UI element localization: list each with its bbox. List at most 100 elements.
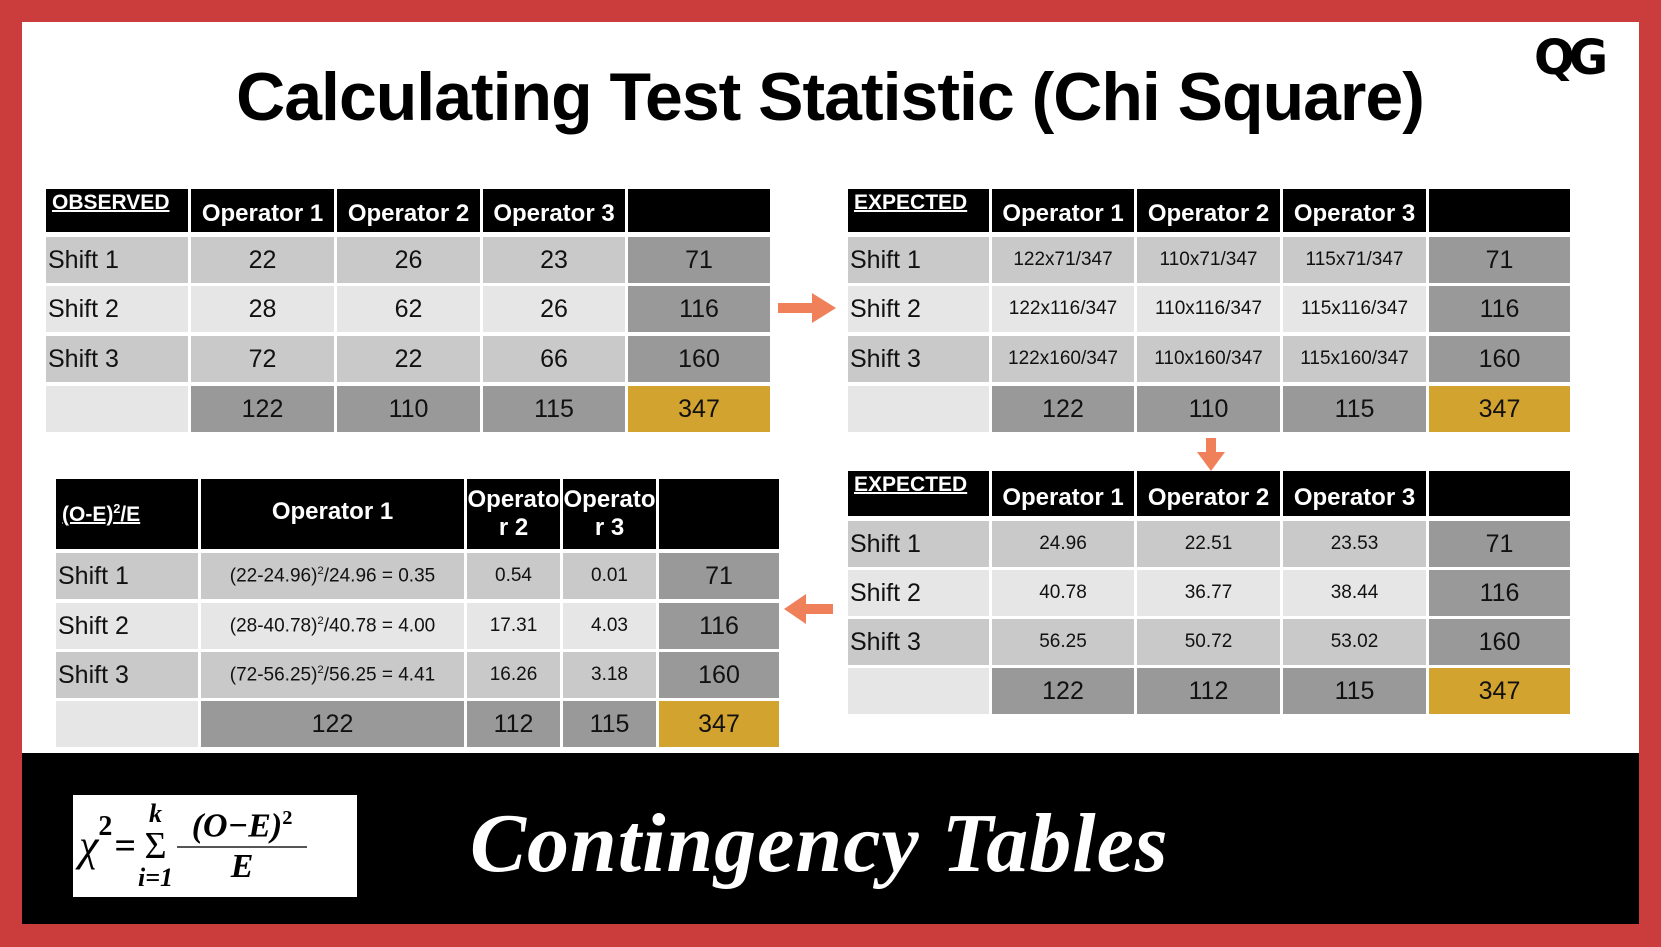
row-total: 71: [1429, 521, 1570, 567]
row-total: 160: [659, 652, 779, 698]
empty-cell: [56, 701, 198, 747]
data-cell: 24.96: [992, 521, 1134, 567]
arrow-left-icon: [784, 594, 833, 624]
data-cell: 28: [191, 286, 334, 332]
data-cell: 4.03: [563, 603, 656, 649]
corner-label: EXPECTED: [848, 189, 989, 232]
data-cell: 122x116/347: [992, 286, 1134, 332]
text-post: /24.96 = 0.35: [323, 565, 436, 587]
data-cell: 66: [483, 336, 625, 382]
row-label: Shift 3: [46, 336, 188, 382]
qg-logo: QG: [1534, 30, 1608, 86]
column-total: 122: [201, 701, 464, 747]
data-cell: 122x71/347: [992, 237, 1134, 283]
row-label: Shift 2: [46, 286, 188, 332]
data-cell: 115x116/347: [1283, 286, 1426, 332]
column-total: 115: [483, 386, 625, 432]
data-cell: 3.18: [563, 652, 656, 698]
column-total: 122: [992, 386, 1134, 432]
column-header: Operator 3: [563, 479, 656, 549]
row-total: 71: [628, 237, 770, 283]
arrow-right-icon: [778, 293, 836, 323]
text-pre: (72-56.25): [229, 664, 318, 686]
row-label: Shift 3: [848, 619, 989, 665]
data-cell: 0.54: [467, 553, 560, 599]
text-pre: (22-24.96): [229, 565, 318, 587]
superscript-text: (72-56.25)2/56.25 = 4.41: [230, 664, 435, 686]
data-cell: 17.31: [467, 603, 560, 649]
text-sup: 2: [317, 564, 324, 577]
column-header: Operator 2: [1137, 189, 1280, 232]
row-total: 116: [1429, 286, 1570, 332]
text-pre: (28-40.78): [229, 615, 318, 637]
denominator: E: [230, 847, 254, 885]
row-total: 116: [1429, 570, 1570, 616]
corner-label: OBSERVED: [46, 189, 188, 232]
grand-total: 347: [628, 386, 770, 432]
text-sup: 2: [317, 614, 324, 627]
text-pre: (O-E): [62, 503, 114, 527]
data-cell: 115x160/347: [1283, 336, 1426, 382]
data-cell: 50.72: [1137, 619, 1280, 665]
column-header: [1429, 189, 1570, 232]
column-total: 122: [992, 668, 1134, 714]
formula-cell: (72-56.25)2/56.25 = 4.41: [201, 652, 464, 698]
row-total: 71: [659, 553, 779, 599]
row-total: 71: [1429, 237, 1570, 283]
data-cell: 115x71/347: [1283, 237, 1426, 283]
column-header: Operator 3: [1283, 471, 1426, 516]
sigma-symbol: Σ: [144, 825, 167, 867]
data-cell: 22.51: [1137, 521, 1280, 567]
text-post: /E: [120, 503, 141, 527]
formula-cell: (28-40.78)2/40.78 = 4.00: [201, 603, 464, 649]
row-label: Shift 1: [848, 237, 989, 283]
corner-label: (O-E)2/E: [56, 479, 198, 549]
row-label: Shift 2: [848, 570, 989, 616]
data-cell: 122x160/347: [992, 336, 1134, 382]
arrow-down-icon: [1197, 438, 1225, 471]
row-total: 116: [628, 286, 770, 332]
chi-exponent: 2: [98, 811, 113, 842]
chi-square-formula: χ 2 = k Σ i=1 (O−E)2 E: [73, 795, 357, 897]
row-label: Shift 2: [848, 286, 989, 332]
fraction-bar: [177, 845, 308, 848]
subtitle: Contingency Tables: [470, 797, 1169, 890]
data-cell: 26: [483, 286, 625, 332]
fraction: (O−E)2 E: [177, 808, 308, 885]
data-cell: 16.26: [467, 652, 560, 698]
column-header: Operator 1: [992, 189, 1134, 232]
corner-label: EXPECTED: [848, 471, 989, 516]
row-total: 160: [1429, 336, 1570, 382]
data-cell: 22: [191, 237, 334, 283]
grand-total: 347: [1429, 668, 1570, 714]
row-total: 160: [628, 336, 770, 382]
formula-cell: (22-24.96)2/24.96 = 0.35: [201, 553, 464, 599]
column-header: [628, 189, 770, 232]
superscript-text: (28-40.78)2/40.78 = 4.00: [230, 615, 435, 637]
column-total: 112: [1137, 668, 1280, 714]
column-total: 122: [191, 386, 334, 432]
data-cell: 56.25: [992, 619, 1134, 665]
column-total: 110: [1137, 386, 1280, 432]
row-label: Shift 3: [848, 336, 989, 382]
column-total: 112: [467, 701, 560, 747]
text-sup: 2: [317, 663, 324, 676]
data-cell: 40.78: [992, 570, 1134, 616]
chi-symbol: χ: [79, 821, 99, 870]
data-cell: 23: [483, 237, 625, 283]
column-header: Operator 2: [467, 479, 560, 549]
row-label: Shift 1: [56, 553, 198, 599]
data-cell: 36.77: [1137, 570, 1280, 616]
column-header: Operator 3: [1283, 189, 1426, 232]
column-header: Operator 1: [992, 471, 1134, 516]
summation: k Σ i=1: [138, 801, 173, 891]
empty-cell: [848, 668, 989, 714]
grand-total: 347: [659, 701, 779, 747]
row-label: Shift 1: [848, 521, 989, 567]
grand-total: 347: [1429, 386, 1570, 432]
column-header: Operator 1: [191, 189, 334, 232]
sum-upper-limit: k: [149, 799, 163, 828]
data-cell: 53.02: [1283, 619, 1426, 665]
sum-lower-limit: i=1: [138, 863, 174, 892]
column-header: Operator 1: [201, 479, 464, 549]
